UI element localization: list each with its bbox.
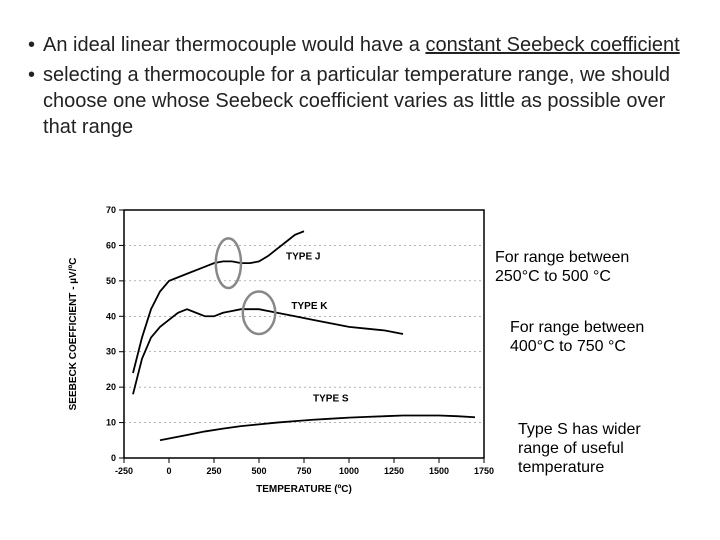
svg-text:30: 30 (106, 347, 116, 357)
svg-text:0: 0 (111, 453, 116, 463)
annotation-range-k: For range between 400°C to 750 °C (510, 318, 710, 356)
bullet-1-text: An ideal linear thermocouple would have … (43, 32, 680, 58)
svg-text:40: 40 (106, 311, 116, 321)
svg-text:20: 20 (106, 382, 116, 392)
svg-text:SEEBECK COEFFICIENT - µV/ºC: SEEBECK COEFFICIENT - µV/ºC (68, 258, 79, 411)
svg-text:1250: 1250 (384, 466, 404, 476)
seebeck-chart: 0 10 20 30 40 50 60 70 -250 0 250 500 750 1000 1250 150… (60, 200, 494, 504)
annotation-3-line1: Type S has wider (518, 421, 641, 438)
svg-text:250: 250 (206, 466, 221, 476)
svg-text:1750: 1750 (474, 466, 494, 476)
bullet-2-text: selecting a thermocouple for a particula… (43, 62, 692, 140)
bullet-1-prefix: An ideal linear thermocouple would have … (43, 34, 425, 56)
bullet-marker: • (28, 62, 35, 140)
svg-text:60: 60 (106, 240, 116, 250)
svg-text:-250: -250 (115, 466, 133, 476)
svg-text:TYPE S: TYPE S (313, 393, 349, 404)
svg-text:0: 0 (166, 466, 171, 476)
svg-text:TEMPERATURE (ºC): TEMPERATURE (ºC) (256, 484, 352, 495)
annotation-3-line2: range of useful (518, 440, 624, 457)
annotation-range-j: For range between 250°C to 500 °C (495, 248, 695, 286)
annotation-3-line3: temperature (518, 459, 604, 476)
bullet-1-underlined: constant Seebeck coefficient (425, 34, 679, 56)
svg-text:1500: 1500 (429, 466, 449, 476)
annotation-1-line2: 250°C to 500 °C (495, 268, 611, 285)
svg-text:1000: 1000 (339, 466, 359, 476)
svg-text:50: 50 (106, 276, 116, 286)
svg-text:TYPE K: TYPE K (291, 301, 328, 312)
svg-text:750: 750 (296, 466, 311, 476)
bullet-marker: • (28, 32, 35, 58)
svg-text:TYPE J: TYPE J (286, 252, 320, 263)
annotation-1-line1: For range between (495, 249, 629, 266)
svg-text:70: 70 (106, 205, 116, 215)
annotation-2-line2: 400°C to 750 °C (510, 338, 626, 355)
slide-content: • An ideal linear thermocouple would hav… (0, 0, 720, 140)
annotation-2-line1: For range between (510, 319, 644, 336)
annotation-type-s: Type S has wider range of useful tempera… (518, 420, 698, 478)
bullet-1: • An ideal linear thermocouple would hav… (28, 32, 692, 58)
svg-text:10: 10 (106, 418, 116, 428)
svg-text:500: 500 (251, 466, 266, 476)
bullet-2: • selecting a thermocouple for a particu… (28, 62, 692, 140)
